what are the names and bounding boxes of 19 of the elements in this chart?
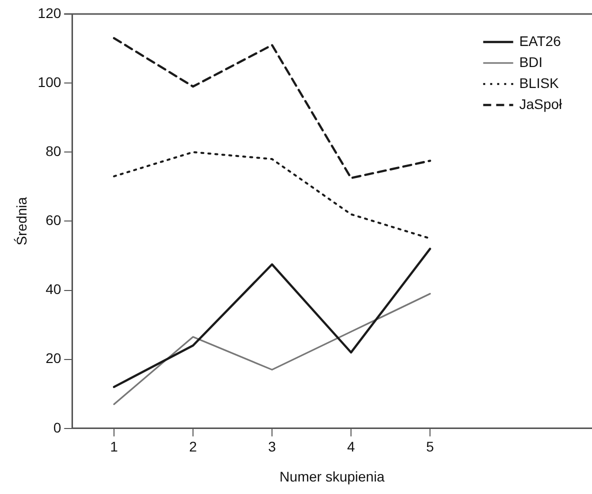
- legend-label: BDI: [519, 54, 543, 70]
- x-tick-label: 3: [268, 438, 276, 455]
- legend-label: EAT26: [519, 32, 562, 49]
- legend-label: JaSpoł: [519, 96, 563, 112]
- y-tick-label: 20: [46, 350, 62, 366]
- x-tick-label: 1: [110, 438, 118, 455]
- y-tick-label: 120: [38, 4, 62, 21]
- legend-label: BLISK: [519, 74, 560, 91]
- x-tick-label: 4: [347, 438, 356, 455]
- y-tick-label: 80: [46, 142, 62, 159]
- y-tick-label: 40: [46, 281, 62, 298]
- line-series: [112, 37, 432, 180]
- y-axis-title: Średnia: [13, 196, 30, 246]
- y-tick-label: 100: [38, 74, 62, 90]
- x-tick-label: 2: [189, 438, 198, 455]
- y-tick-label: 60: [46, 212, 62, 228]
- y-tick-label: 0: [53, 419, 62, 436]
- x-axis-title: Numer skupienia: [280, 468, 385, 484]
- x-tick-label: 5: [426, 438, 434, 455]
